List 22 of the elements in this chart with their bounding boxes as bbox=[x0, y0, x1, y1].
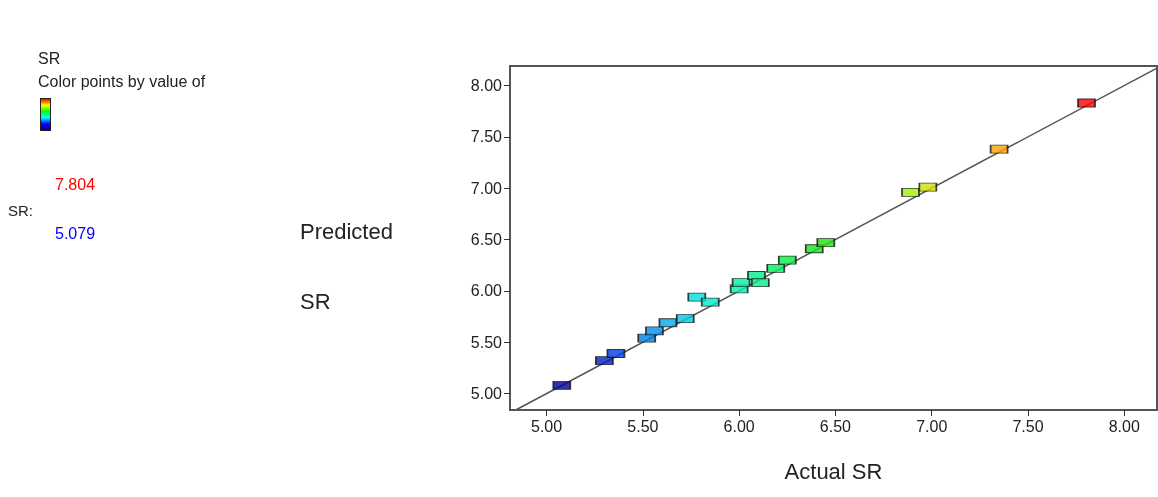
y-tick-label: 6.50 bbox=[470, 231, 503, 249]
x-axis-title: Actual SR bbox=[784, 458, 883, 484]
text: 7.804 bbox=[55, 175, 96, 193]
x-tick-label: 6.50 bbox=[819, 417, 852, 435]
text: Predicted bbox=[300, 218, 393, 244]
y-tick-label: 8.00 bbox=[470, 77, 503, 95]
y-tick-label: 7.00 bbox=[470, 179, 503, 197]
text: SR bbox=[300, 288, 331, 314]
y-tick-label: 5.00 bbox=[470, 385, 503, 403]
x-tick-label: 7.50 bbox=[1012, 417, 1044, 435]
x-tick-label: 5.50 bbox=[627, 417, 659, 435]
x-tick-label: 6.00 bbox=[723, 417, 755, 435]
y-tick-label: 6.00 bbox=[470, 282, 503, 300]
x-tick-label: 5.00 bbox=[531, 417, 563, 435]
x-tick-label: 8.00 bbox=[1108, 417, 1140, 435]
text: SR: bbox=[8, 202, 34, 219]
y-tick-label: 5.50 bbox=[470, 333, 503, 351]
y-tick-label: 7.50 bbox=[470, 128, 503, 146]
x-tick-label: 7.00 bbox=[916, 417, 948, 435]
chart-title: SR bbox=[38, 49, 61, 67]
text: Color points by value of bbox=[38, 72, 206, 90]
text: 5.079 bbox=[55, 224, 96, 242]
